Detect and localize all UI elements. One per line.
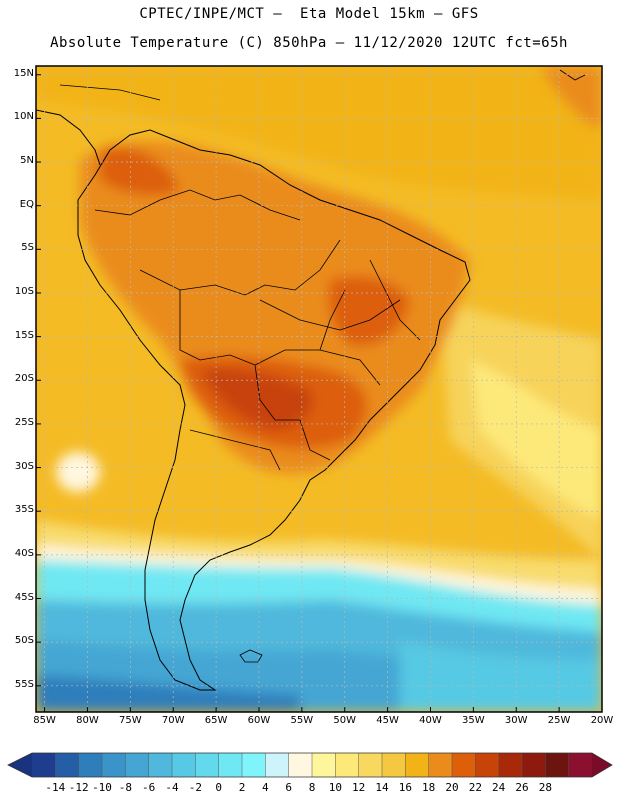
colorbar-swatch [78,753,103,777]
colorbar-swatch [55,753,80,777]
lon-tick-label: 80W [76,715,99,726]
colorbar-swatch [498,753,523,777]
lon-tick-label: 65W [204,715,228,726]
colorbar-label: 26 [515,781,529,794]
colorbar-label: 8 [308,781,316,794]
colorbar-swatch [102,753,126,777]
colorbar-swatch [428,753,453,777]
map-title-line-2: Absolute Temperature (C) 850hPa – 11/12/… [50,35,568,51]
colorbar-swatch [452,753,476,777]
lat-lon-grid [36,66,602,712]
colorbar-label: 20 [445,781,459,794]
lat-tick-label: 5S [21,242,34,254]
colorbar [7,752,613,778]
colorbar-label: -8 [118,781,132,794]
colorbar-label: 28 [538,781,552,794]
colorbar-label: 14 [375,781,389,794]
coastline-south-america [77,129,471,691]
colorbar-label: -4 [165,781,179,794]
colorbar-label: 12 [352,781,366,794]
lat-tick-label: 10S [14,285,34,297]
colorbar-label: 10 [328,781,342,794]
lon-tick-label: 35W [462,715,485,726]
lon-tick-label: 50W [333,715,357,726]
colorbar-max-arrow [592,753,612,777]
colorbar-swatch [545,753,570,777]
coastline-central-america [36,109,101,166]
lat-tick-label: 50S [14,635,34,647]
colorbar-swatch [148,753,173,777]
colorbar-swatch [568,753,593,777]
colorbar-swatch [475,753,500,777]
colorbar-label: 6 [285,781,292,794]
lat-tick-label: EQ [19,198,34,210]
lon-tick-label: 45W [376,715,399,726]
colorbar-swatch [242,753,266,777]
lat-tick-label: 30S [14,460,34,472]
colorbar-swatch [172,753,196,777]
colorbar-label: 18 [422,781,436,794]
lat-tick-label: 15N [13,67,34,79]
temperature-map [35,65,603,713]
coastline-caribbean [59,84,161,101]
lat-tick-label: 55S [14,678,34,690]
colorbar-label: -6 [142,781,156,794]
lat-tick-label: 10N [13,111,34,123]
colorbar-swatch [32,753,56,777]
colorbar-swatch [358,753,383,777]
colorbar-label: 22 [468,781,482,794]
map-title-line-1: CPTEC/INPE/MCT – Eta Model 15km – GFS [139,6,479,22]
colorbar-swatch [288,753,313,777]
colorbar-label: 16 [398,781,412,794]
colorbar-swatch [195,753,220,777]
colorbar-label: 4 [262,781,269,794]
lon-tick-label: 25W [547,715,571,726]
colorbar-label: 2 [238,781,246,794]
colorbar-label: -2 [188,781,202,794]
coastline-falklands [239,649,263,663]
lon-tick-label: 60W [247,715,271,726]
colorbar-label: 24 [492,781,506,794]
lat-tick-label: 35S [14,504,34,516]
colorbar-label: -14 [45,781,66,794]
colorbar-swatch [312,753,336,777]
lon-tick-label: 55W [290,715,314,726]
coastline-islands [559,69,586,81]
lon-tick-label: 70W [161,715,185,726]
colorbar-label: 0 [215,781,222,794]
colorbar-swatch [382,753,406,777]
lon-tick-label: 75W [119,715,142,726]
lat-tick-label: 25S [14,416,34,428]
colorbar-swatch [125,753,150,777]
lon-tick-label: 20W [590,715,614,726]
colorbar-swatch [335,753,360,777]
map-frame [35,65,603,713]
axis-ticks [36,74,603,712]
lon-tick-label: 85W [33,715,56,726]
lat-tick-label: 40S [14,547,34,559]
lon-tick-label: 30W [504,715,528,726]
colorbar-swatch [218,753,243,777]
colorbar-outline [7,752,613,778]
colorbar-min-arrow [8,753,32,777]
colorbar-swatch [522,753,546,777]
lon-tick-label: 40W [419,715,442,726]
lat-tick-label: 5N [20,155,34,167]
colorbar-swatch [265,753,290,777]
lat-tick-label: 20S [14,373,34,385]
lat-tick-label: 15S [14,329,34,341]
lat-tick-label: 45S [14,591,34,603]
colorbar-label: -12 [68,781,89,794]
country-borders [94,189,421,471]
colorbar-swatch [405,753,430,777]
colorbar-label: -10 [92,781,112,794]
